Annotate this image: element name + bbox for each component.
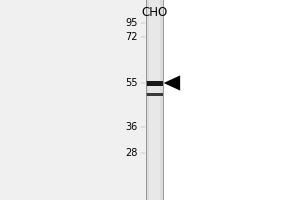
Bar [149,0,160,200]
Bar [146,0,163,200]
Polygon shape [164,75,180,91]
Text: 95: 95 [126,18,138,28]
Text: 28: 28 [126,148,138,158]
Text: 72: 72 [125,32,138,42]
Bar [146,80,163,86]
Bar [0,0,147,200]
Bar [146,93,163,96]
Text: CHO: CHO [141,6,168,19]
Text: 55: 55 [125,78,138,88]
Text: 36: 36 [126,122,138,132]
